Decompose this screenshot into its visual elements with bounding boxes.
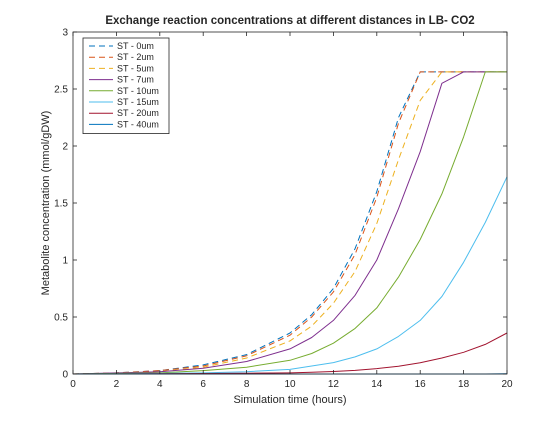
legend-label: ST - 2um bbox=[117, 52, 154, 62]
y-tick-label: 2.5 bbox=[54, 85, 68, 96]
x-tick-label: 12 bbox=[328, 379, 340, 390]
x-tick-label: 16 bbox=[415, 379, 427, 390]
y-tick-label: 3 bbox=[62, 28, 68, 39]
y-tick-label: 0.5 bbox=[54, 313, 68, 324]
x-axis-label: Simulation time (hours) bbox=[233, 394, 346, 406]
x-tick-label: 2 bbox=[114, 379, 120, 390]
x-tick-label: 10 bbox=[284, 379, 296, 390]
x-tick-label: 8 bbox=[244, 379, 250, 390]
x-tick-label: 4 bbox=[157, 379, 163, 390]
legend-label: ST - 5um bbox=[117, 63, 154, 73]
y-tick-label: 0 bbox=[62, 370, 68, 381]
legend-label: ST - 15um bbox=[117, 97, 159, 107]
y-tick-label: 1 bbox=[62, 256, 68, 267]
y-axis-label: Metabolite concentration (mmol/gDW) bbox=[40, 111, 52, 296]
y-tick-label: 2 bbox=[62, 142, 68, 153]
y-tick-label: 1.5 bbox=[54, 199, 68, 210]
legend-label: ST - 10um bbox=[117, 86, 159, 96]
legend-label: ST - 7um bbox=[117, 75, 154, 85]
x-tick-label: 6 bbox=[200, 379, 206, 390]
x-tick-label: 0 bbox=[70, 379, 76, 390]
legend-label: ST - 20um bbox=[117, 108, 159, 118]
x-tick-label: 20 bbox=[501, 379, 513, 390]
legend-label: ST - 0um bbox=[117, 41, 154, 51]
legend-label: ST - 40um bbox=[117, 119, 159, 129]
x-tick-label: 18 bbox=[458, 379, 470, 390]
chart-title: Exchange reaction concentrations at diff… bbox=[105, 15, 474, 27]
x-tick-label: 14 bbox=[371, 379, 383, 390]
